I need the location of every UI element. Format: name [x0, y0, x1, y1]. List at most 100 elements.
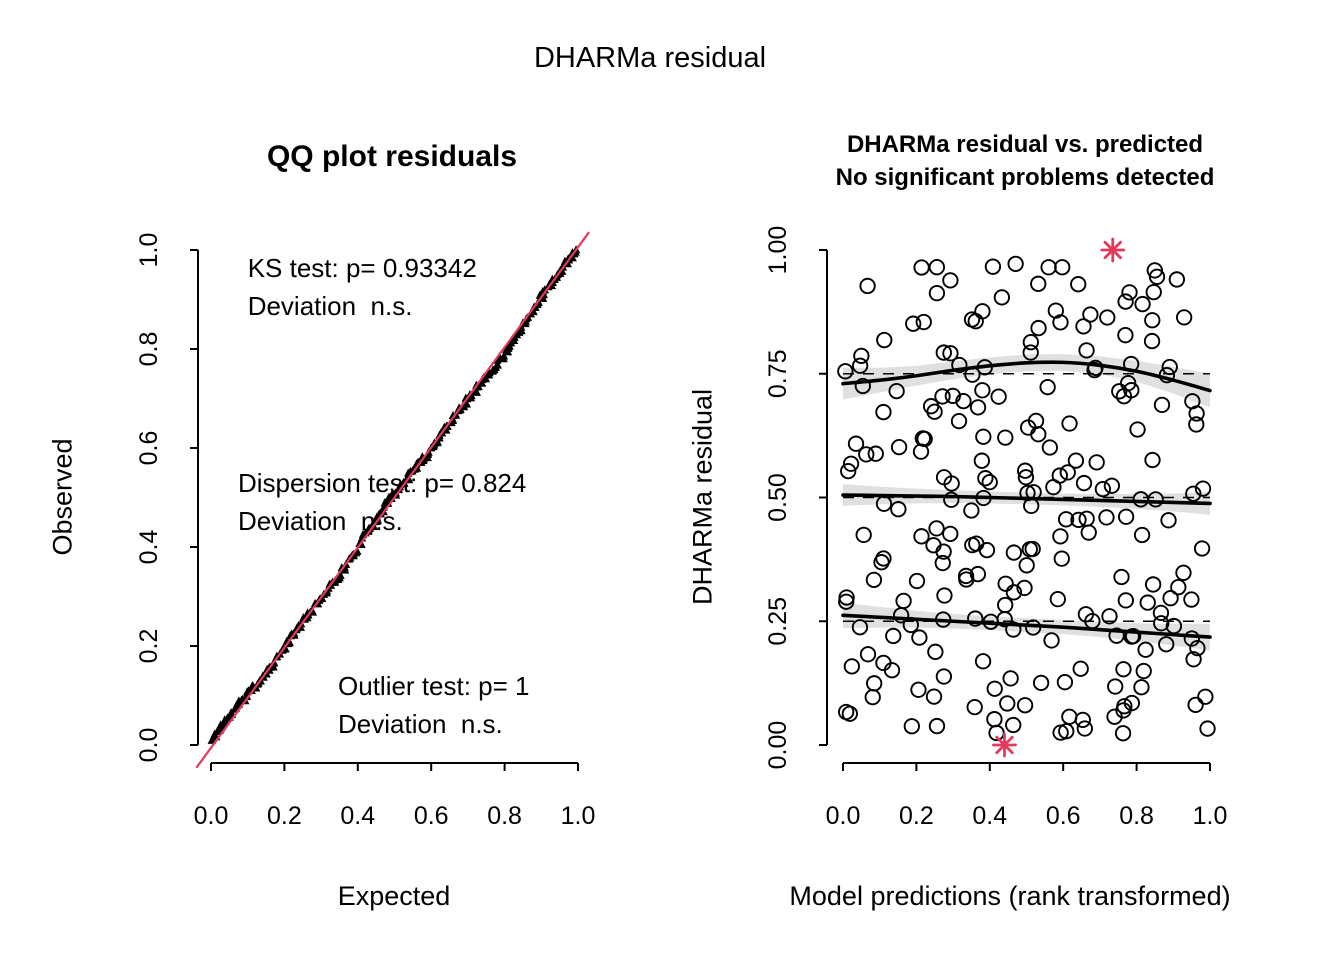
scatter-point — [1121, 284, 1138, 301]
scatter-point — [1007, 255, 1024, 273]
scatter-point — [1017, 469, 1035, 486]
scatter-point — [1135, 662, 1152, 680]
quantile-line — [841, 493, 1212, 506]
scatter-point — [1098, 509, 1115, 526]
scatter-point — [1030, 319, 1047, 337]
y-tick-label: 0.2 — [135, 629, 163, 664]
scatter-point — [1117, 327, 1134, 344]
scatter-point — [1158, 636, 1175, 653]
scatter-point — [895, 592, 912, 610]
scatter-point — [885, 627, 902, 645]
scatter-point — [974, 653, 992, 670]
scatter-point — [1117, 508, 1135, 525]
scatter-point — [837, 363, 854, 380]
scatter-point — [852, 357, 869, 374]
scatter-point — [1049, 591, 1066, 608]
scatter-point — [908, 572, 926, 590]
qq-point — [472, 387, 481, 396]
scatter-point — [1143, 332, 1161, 350]
scatter-point — [1153, 615, 1170, 632]
scatter-point — [981, 473, 998, 491]
y-tick-label: 0.50 — [764, 473, 792, 522]
residual-panel-title-line2: No significant problems detected — [836, 164, 1215, 191]
scatter-point — [967, 610, 984, 627]
scatter-point — [1045, 479, 1062, 496]
asterisk-spoke — [1103, 240, 1122, 260]
scatter-point — [928, 259, 946, 276]
scatter-point — [1199, 720, 1216, 737]
scatter-point — [934, 554, 951, 572]
scatter-point — [1152, 604, 1170, 622]
qq-test-annotations: KS test: p= 0.93342 Deviation n.s. Dispers… — [238, 253, 529, 739]
scatter-point — [999, 695, 1016, 712]
scatter-point — [1108, 627, 1125, 644]
scatter-point — [1088, 454, 1105, 471]
y-tick-label: 0.6 — [135, 431, 163, 466]
scatter-point — [842, 455, 860, 472]
scatter-point — [1059, 464, 1076, 481]
scatter-point — [1056, 674, 1074, 691]
scatter-point — [935, 344, 952, 361]
scatter-point — [1076, 720, 1093, 737]
scatter-point — [1078, 342, 1095, 359]
scatter-point — [1161, 358, 1178, 376]
scatter-point — [1133, 679, 1150, 696]
y-tick-label: 0.0 — [135, 728, 163, 763]
scatter-point — [1043, 632, 1060, 649]
scatter-point — [986, 711, 1003, 728]
x-tick-label: 0.4 — [340, 802, 375, 830]
scatter-point — [1022, 334, 1039, 351]
scatter-point — [1101, 608, 1118, 625]
scatter-point — [1117, 293, 1134, 310]
scatter-point — [1030, 275, 1047, 292]
y-tick-label: 1.0 — [135, 233, 163, 268]
scatter-point — [1032, 674, 1050, 692]
scatter-point — [1086, 361, 1103, 379]
scatter-point — [1040, 259, 1057, 276]
scatter-point — [914, 430, 931, 447]
outlier-asterisk-icon — [992, 732, 1017, 758]
scatter-point — [925, 537, 942, 554]
x-tick-label: 0.8 — [1119, 802, 1154, 830]
scatter-point — [1082, 306, 1099, 323]
qq-test-text: Deviation n.s. — [248, 291, 413, 321]
scatter-point — [851, 619, 869, 636]
qq-test-text: KS test: p= 0.93342 — [248, 253, 477, 283]
scatter-point — [1123, 694, 1141, 712]
scatter-point — [1005, 716, 1022, 734]
scatter-point — [1148, 268, 1166, 285]
scatter-point — [1075, 318, 1092, 335]
scatter-point — [1075, 474, 1093, 492]
scatter-point — [969, 399, 987, 416]
scatter-point — [875, 403, 892, 421]
quantile-line — [841, 360, 1212, 393]
x-tick-label: 1.0 — [1193, 802, 1228, 830]
scatter-point — [974, 303, 991, 320]
scatter-point — [975, 428, 992, 445]
y-tick-label: 0.8 — [135, 332, 163, 367]
scatter-point — [910, 681, 927, 698]
scatter-point — [1153, 396, 1171, 414]
scatter-point — [859, 646, 877, 663]
qq-point — [462, 399, 471, 408]
scatter-point — [1002, 670, 1019, 687]
scatter-point — [840, 462, 857, 480]
scatter-point — [928, 520, 945, 537]
scatter-point — [1052, 724, 1069, 741]
scatter-point — [1114, 725, 1132, 742]
qq-y-axis-label: Observed — [47, 438, 77, 555]
scatter-point — [934, 388, 951, 405]
scatter-point — [997, 575, 1014, 592]
scatter-point — [1061, 708, 1078, 725]
scatter-point — [942, 345, 959, 362]
scatter-point — [974, 382, 991, 399]
scatter-point — [1099, 309, 1116, 326]
scatter-point — [944, 387, 962, 405]
scatter-point — [1016, 697, 1034, 714]
scatter-point — [855, 526, 872, 544]
scatter-point — [966, 698, 983, 716]
qq-point — [499, 351, 509, 360]
scatter-point — [890, 501, 907, 518]
